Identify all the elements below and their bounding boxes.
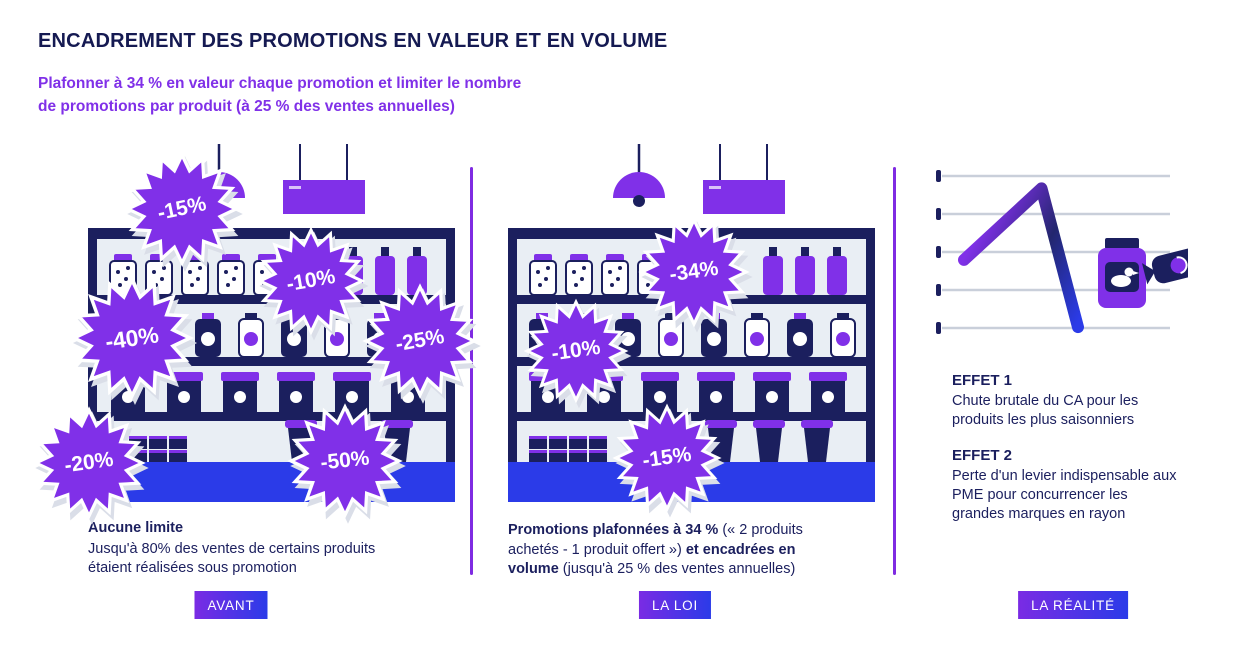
- candy-wrapper-icon: [1141, 247, 1188, 285]
- promo-burst: -15%: [614, 405, 720, 511]
- promo-burst-label: -25%: [393, 324, 447, 357]
- loi-caption: Promotions plafonnées à 34 % (« 2 produi…: [508, 521, 846, 580]
- la-loi-button[interactable]: LA LOI: [638, 591, 712, 619]
- effect-2-title: EFFET 2: [952, 447, 1013, 464]
- promo-burst-label: -15%: [155, 192, 209, 225]
- avant-caption: Aucune limite Jusqu'à 80% des ventes de …: [88, 519, 388, 579]
- trend-chart: [936, 170, 1188, 334]
- promo-burst: -15%: [126, 153, 238, 265]
- promo-burst: -10%: [525, 300, 627, 402]
- divider-left: [470, 167, 473, 575]
- effect-2: EFFET 2 Perte d'un levier indispensable …: [952, 447, 1182, 524]
- promo-burst-label: -20%: [63, 447, 115, 478]
- promo-burst-label: -10%: [550, 335, 602, 366]
- la-realite-button[interactable]: LA RÉALITÉ: [1018, 591, 1128, 619]
- foie-gras-jar-icon: [1098, 238, 1146, 308]
- promo-burst: -25%: [364, 285, 476, 397]
- loi-caption-part: (jusqu'à 25 % des ventes annuelles): [562, 561, 796, 577]
- promo-burst: -10%: [258, 228, 364, 334]
- subtitle-line-1: Plafonner à 34 % en valeur chaque promot…: [38, 75, 522, 92]
- avant-button[interactable]: AVANT: [194, 591, 268, 619]
- trend-line: [958, 182, 1084, 334]
- effect-1-title: EFFET 1: [952, 372, 1013, 389]
- promo-burst-label: -15%: [641, 442, 693, 473]
- promo-burst: -34%: [640, 218, 748, 326]
- promo-burst: -40%: [72, 278, 192, 398]
- loi-caption-part: et encadrées en volume: [508, 541, 796, 578]
- subtitle-line-2: de promotions par produit (à 25 % des ve…: [38, 98, 455, 115]
- promo-burst: -20%: [34, 408, 144, 518]
- promo-burst-label: -34%: [668, 256, 720, 287]
- avant-caption-title: Aucune limite: [88, 520, 184, 536]
- loi-caption-part: Promotions plafonnées à 34 %: [508, 522, 723, 538]
- effect-2-body: Perte d'un levier indispensable aux PME …: [952, 468, 1177, 522]
- effect-1-body: Chute brutale du CA pour les produits le…: [952, 393, 1139, 428]
- promo-burst-label: -40%: [103, 320, 161, 355]
- loi-caption-part: (« 2 produits achetés - 1 produit offert…: [508, 522, 803, 558]
- page-title: ENCADREMENT DES PROMOTIONS EN VALEUR ET …: [38, 30, 668, 52]
- promo-burst-label: -10%: [284, 264, 338, 297]
- effect-1: EFFET 1 Chute brutale du CA pour les pro…: [952, 372, 1182, 430]
- promo-burst-label: -50%: [319, 446, 371, 475]
- page-subtitle: Plafonner à 34 % en valeur chaque promot…: [38, 72, 521, 118]
- promo-burst: -50%: [289, 405, 401, 517]
- divider-right: [893, 167, 896, 575]
- avant-caption-body: Jusqu'à 80% des ventes de certains produ…: [88, 540, 376, 577]
